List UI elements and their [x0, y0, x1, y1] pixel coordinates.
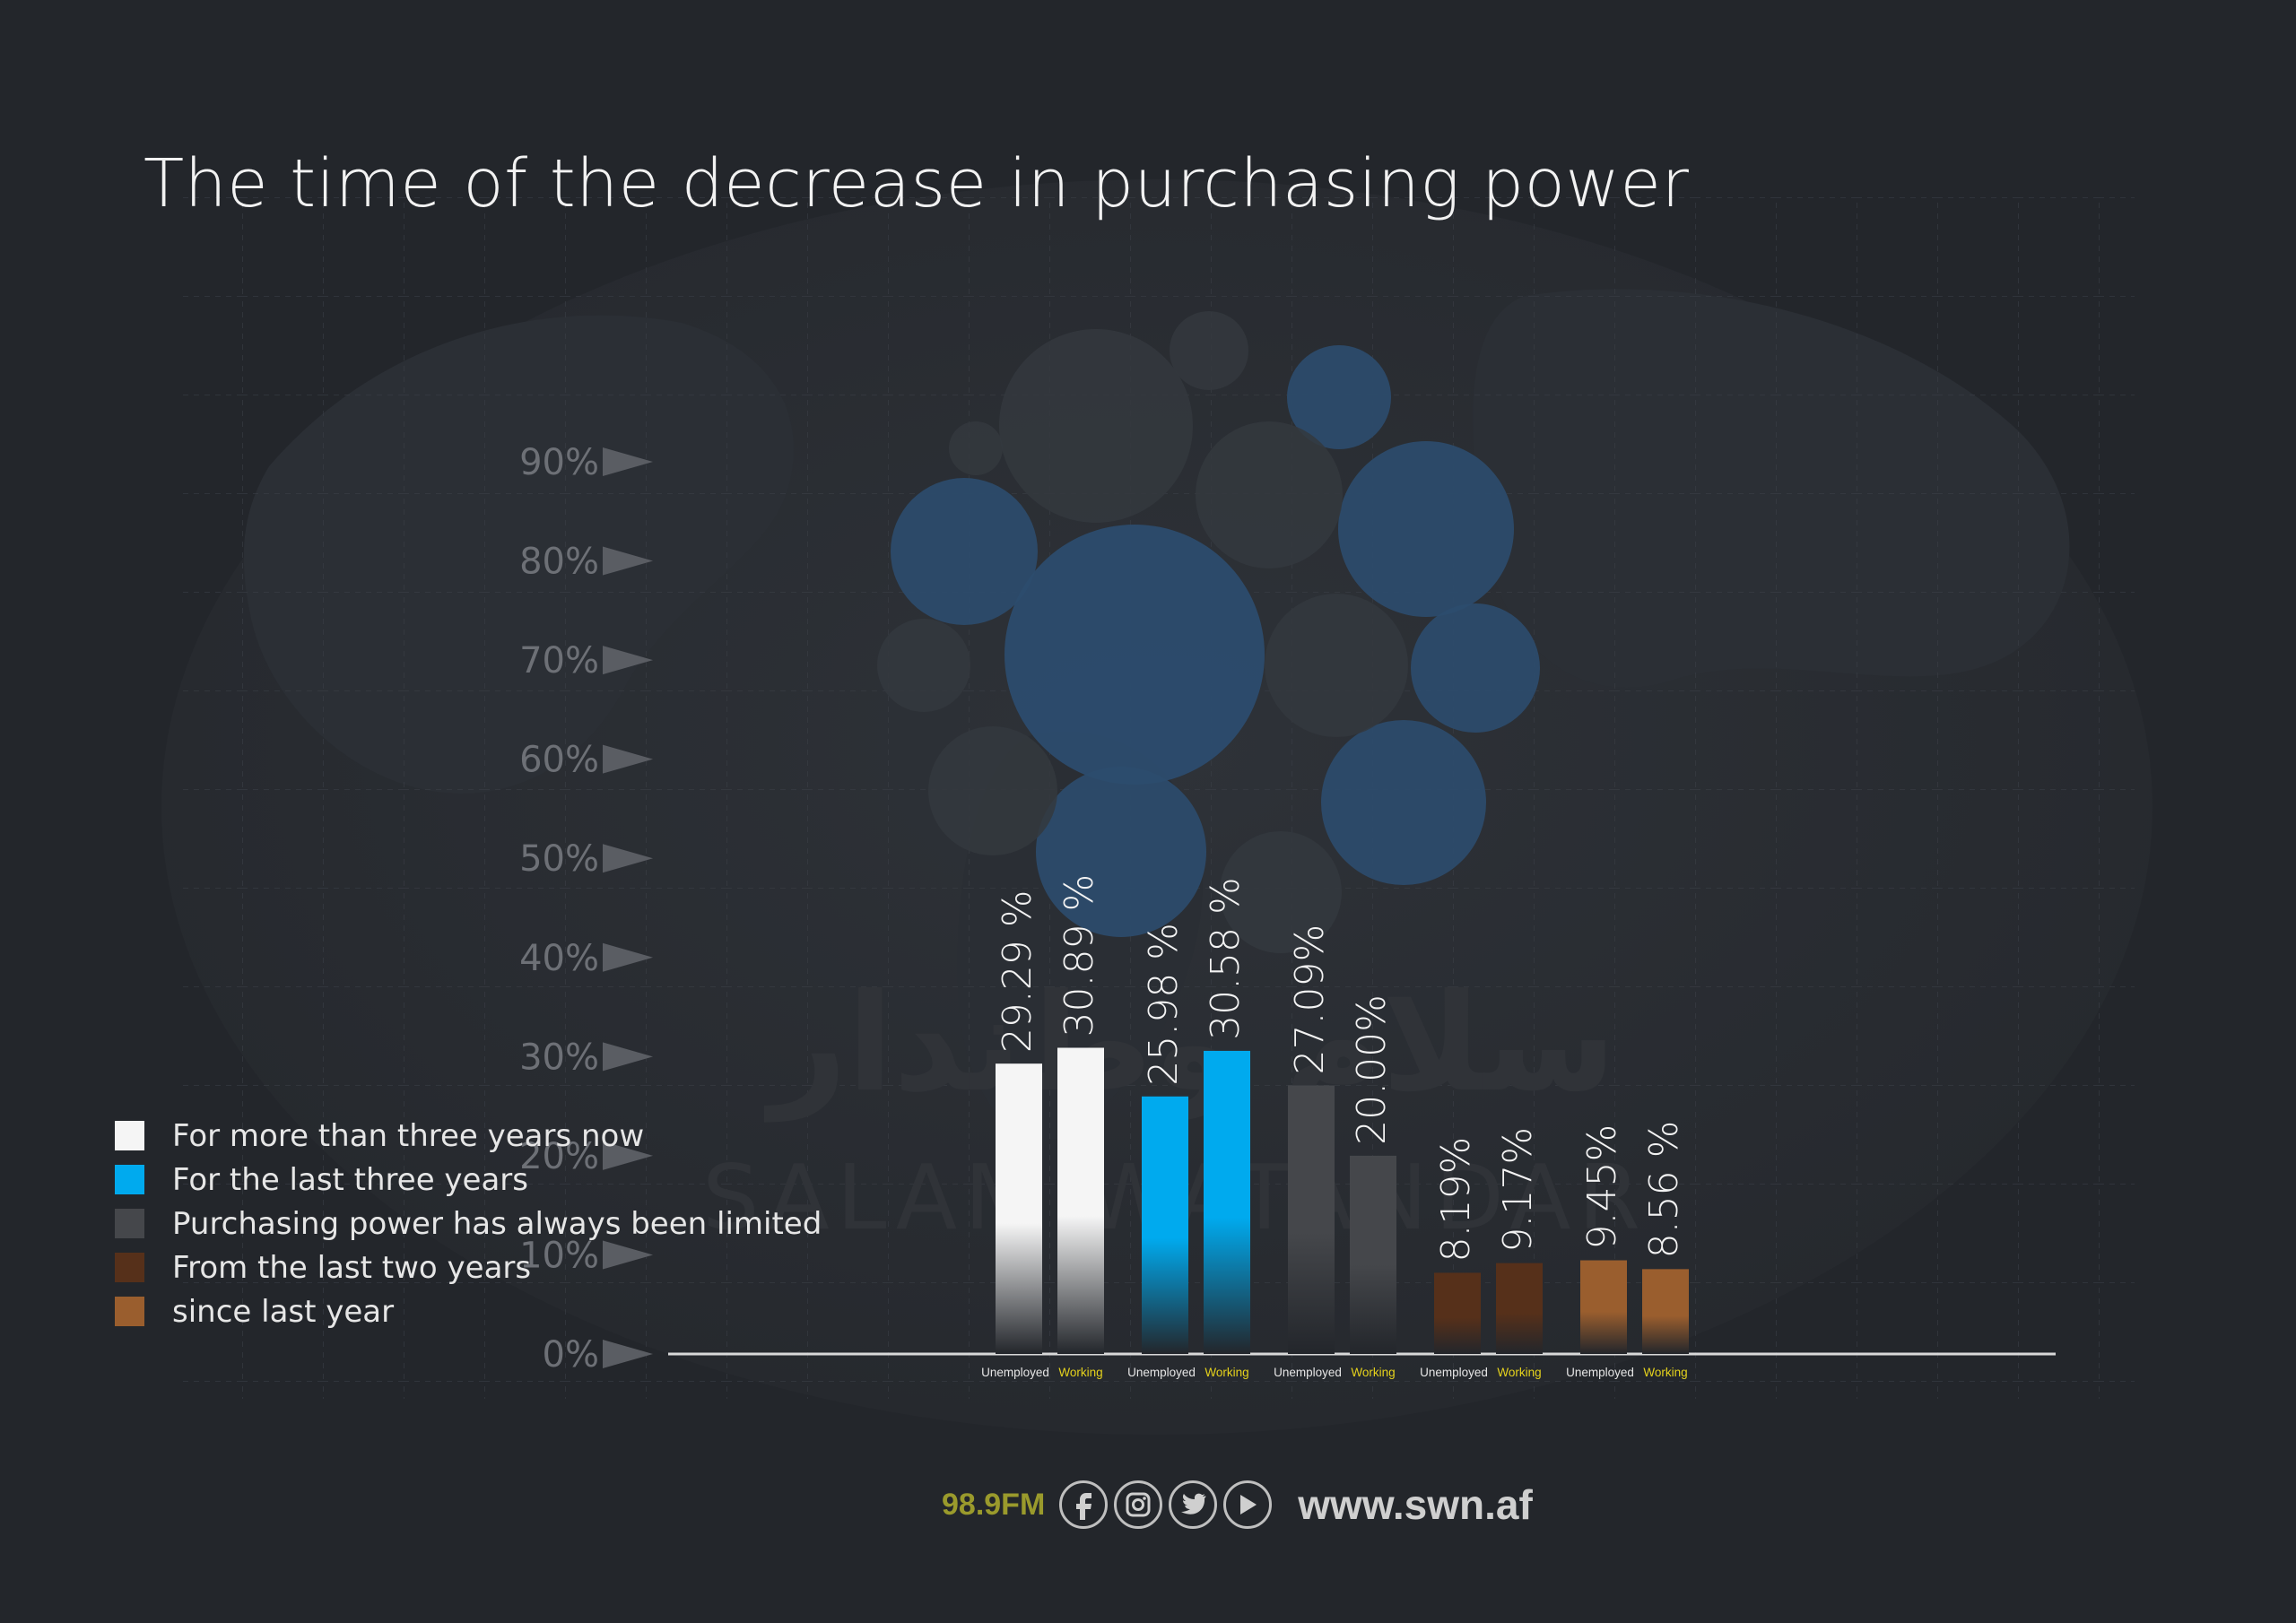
- y-tick-arrow: [603, 546, 653, 576]
- legend-item-more-than-three-years: For more than three years now: [115, 1114, 822, 1158]
- y-tick-label: 70%: [519, 640, 599, 681]
- y-tick-label: 0%: [543, 1334, 599, 1376]
- y-tick-arrow: [603, 844, 653, 873]
- y-tick-label: 60%: [519, 740, 599, 781]
- y-tick-label: 20%: [519, 1136, 599, 1177]
- radio-frequency: 98.9FM: [942, 1487, 1046, 1522]
- bar: [1350, 1155, 1396, 1354]
- y-tick-label: 40%: [519, 938, 599, 979]
- background-bubbles: [877, 311, 1540, 953]
- bar-layer: 29.29 % 30.89 % Unemployed Working 25.98 % 30…: [981, 874, 1689, 1379]
- y-tick-arrow: [603, 447, 653, 476]
- y-tick-label: 50%: [519, 838, 599, 880]
- website-link[interactable]: www.swn.af: [1298, 1481, 1533, 1528]
- bar: [1496, 1263, 1543, 1354]
- y-tick-arrow: [603, 646, 653, 675]
- y-tick-arrow: [603, 1340, 653, 1368]
- legend-label: Purchasing power has always been limited: [172, 1205, 822, 1242]
- bar-value-label: 9.17%: [1495, 1127, 1541, 1253]
- legend-item-always-limited: Purchasing power has always been limited: [115, 1202, 822, 1245]
- bar: [1204, 1050, 1250, 1354]
- y-tick-label: 30%: [519, 1037, 599, 1078]
- y-tick-arrow: [603, 744, 653, 774]
- y-tick-arrow: [603, 1042, 653, 1072]
- legend-item-last-two-years: From the last two years: [115, 1245, 822, 1289]
- bar-value-label: 8.56 %: [1641, 1121, 1687, 1259]
- y-axis: 0% 10% 20% 30% 40% 50% 60% 70% 80% 90%: [519, 442, 653, 1376]
- bar: [996, 1063, 1042, 1354]
- x-category-label: Unemployed: [981, 1366, 1049, 1379]
- bar: [1580, 1260, 1627, 1354]
- y-tick-label: 80%: [519, 542, 599, 583]
- y-tick-arrow: [603, 1141, 653, 1170]
- bar-value-label: 29.29 %: [995, 890, 1040, 1053]
- bar-value-label: 30.89 %: [1057, 874, 1102, 1037]
- legend-swatch: [115, 1253, 144, 1282]
- y-tick-label: 90%: [519, 442, 599, 483]
- legend-label: For the last three years: [172, 1161, 528, 1198]
- legend-label: From the last two years: [172, 1249, 532, 1286]
- twitter-icon[interactable]: [1169, 1480, 1218, 1529]
- footer: 98.9FM www.swn.af: [942, 1473, 1533, 1536]
- bar-value-label: 8.19%: [1433, 1137, 1479, 1263]
- legend-item-last-three-years: For the last three years: [115, 1158, 822, 1202]
- bar: [1434, 1272, 1481, 1354]
- x-category-label: Unemployed: [1566, 1366, 1634, 1379]
- bar: [1642, 1269, 1689, 1354]
- bar-value-label: 20.00%: [1349, 994, 1395, 1145]
- facebook-icon[interactable]: [1059, 1480, 1109, 1529]
- x-category-label: Working: [1205, 1366, 1248, 1379]
- legend-swatch: [115, 1121, 144, 1150]
- legend-swatch: [115, 1165, 144, 1194]
- legend-label: since last year: [172, 1293, 395, 1330]
- chart-title: The time of the decrease in purchasing p…: [144, 145, 1690, 222]
- watermark-arabic: سلام وطندار: [763, 966, 1616, 1123]
- bar-value-label: 30.58 %: [1203, 877, 1248, 1040]
- y-tick-arrow: [603, 942, 653, 972]
- y-tick-label: 10%: [519, 1235, 599, 1276]
- legend-swatch: [115, 1209, 144, 1238]
- x-category-label: Unemployed: [1127, 1366, 1196, 1379]
- x-category-label: Working: [1058, 1366, 1102, 1379]
- instagram-icon[interactable]: [1114, 1480, 1163, 1529]
- bar-value-label: 9.45%: [1579, 1124, 1625, 1250]
- legend: For more than three years now For the la…: [115, 1114, 822, 1333]
- bar-value-label: 27.09%: [1287, 924, 1333, 1075]
- x-category-label: Working: [1643, 1366, 1687, 1379]
- y-tick-arrow: [603, 1240, 653, 1270]
- x-category-label: Unemployed: [1274, 1366, 1342, 1379]
- x-category-label: Working: [1497, 1366, 1541, 1379]
- legend-label: For more than three years now: [172, 1117, 645, 1154]
- bar: [1142, 1096, 1188, 1354]
- legend-swatch: [115, 1297, 144, 1326]
- x-category-label: Unemployed: [1420, 1366, 1488, 1379]
- bar: [1057, 1047, 1104, 1354]
- x-category-label: Working: [1351, 1366, 1395, 1379]
- bar: [1288, 1085, 1335, 1354]
- youtube-icon[interactable]: [1223, 1480, 1273, 1529]
- legend-item-since-last-year: since last year: [115, 1289, 822, 1333]
- bar-value-label: 25.98 %: [1141, 923, 1187, 1086]
